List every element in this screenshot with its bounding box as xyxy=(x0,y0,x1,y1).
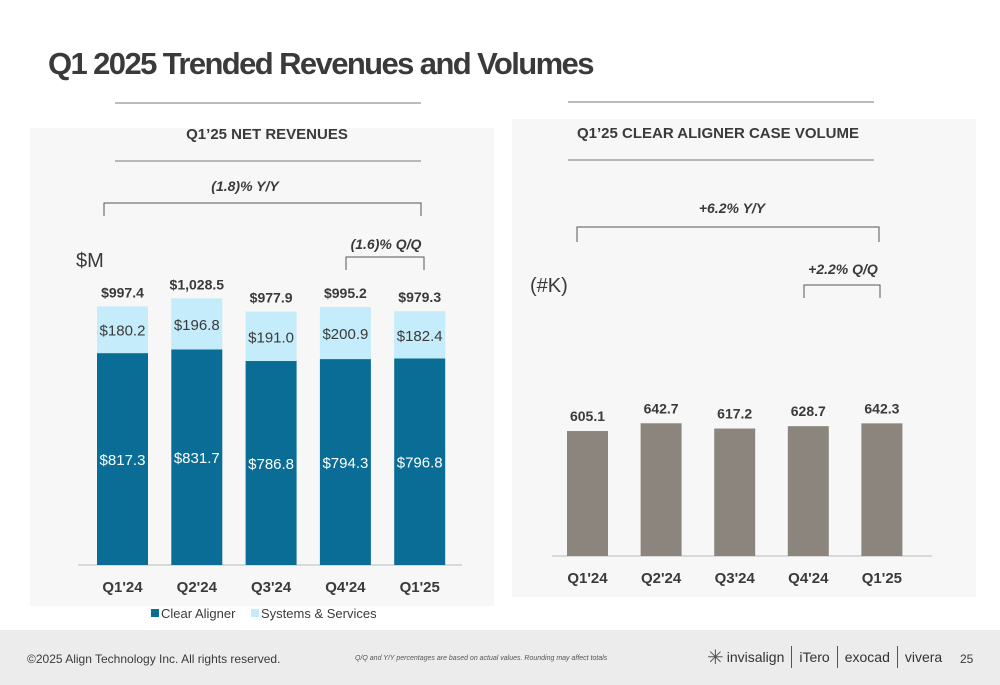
revenue-total-label: $979.3 xyxy=(398,289,441,305)
case-volume-bar xyxy=(787,426,829,556)
brand-separator xyxy=(896,646,898,668)
revenue-yy-bracket xyxy=(103,202,422,216)
itero-logo: iTero xyxy=(799,649,830,665)
page-title: Q1 2025 Trended Revenues and Volumes xyxy=(48,46,594,81)
volume-category-label: Q1'25 xyxy=(862,570,902,587)
clear-aligner-bar xyxy=(319,359,371,565)
systems-services-bar xyxy=(245,311,297,362)
revenue-qq-label: (1.6)% Q/Q xyxy=(351,236,422,252)
case-volume-title: Q1’25 CLEAR ALIGNER CASE VOLUME xyxy=(577,125,859,142)
case-volume-bar xyxy=(567,431,608,556)
legend-swatch-systems-services xyxy=(251,609,259,617)
clear-aligner-bar xyxy=(171,349,223,565)
volume-qq-label: +2.2% Q/Q xyxy=(808,261,878,277)
revenue-total-label: $977.9 xyxy=(250,289,293,305)
copyright-text: ©2025 Align Technology Inc. All rights r… xyxy=(27,652,281,666)
volume-yy-bracket xyxy=(576,226,880,242)
systems-services-value-label: $182.4 xyxy=(397,328,443,345)
clear-aligner-value-label: $796.8 xyxy=(397,455,443,472)
systems-services-bar xyxy=(394,311,446,359)
brand-logos: ✳ invisalign iTero exocad vivera xyxy=(700,644,949,670)
revenue-category-label: Q1'25 xyxy=(400,579,440,596)
legend-swatch-clear-aligner xyxy=(151,609,159,617)
volume-category-label: Q3'24 xyxy=(715,570,756,587)
case-volume-value-label: 642.3 xyxy=(864,400,899,416)
systems-services-value-label: $200.9 xyxy=(322,326,368,343)
revenue-category-label: Q2'24 xyxy=(177,579,218,596)
clear-aligner-value-label: $831.7 xyxy=(174,450,220,467)
volume-yy-label: +6.2% Y/Y xyxy=(699,200,767,216)
brand-separator xyxy=(791,646,793,668)
systems-services-value-label: $180.2 xyxy=(100,323,146,340)
revenue-qq-bracket xyxy=(345,256,425,270)
revenue-total-label: $1,028.5 xyxy=(170,276,225,292)
systems-services-value-label: $196.8 xyxy=(174,317,220,334)
brand-separator xyxy=(836,646,838,668)
volume-category-label: Q1'24 xyxy=(567,570,608,587)
revenue-total-label: $995.2 xyxy=(324,285,367,301)
clear-aligner-bar xyxy=(394,358,446,565)
exocad-logo: exocad xyxy=(844,649,890,665)
page-number: 25 xyxy=(960,652,974,666)
invisalign-label: invisalign xyxy=(726,649,785,665)
case-volume-bar xyxy=(640,423,682,556)
volume-qq-bracket xyxy=(803,284,881,298)
revenue-category-label: Q4'24 xyxy=(325,579,366,596)
systems-services-bar xyxy=(97,306,148,354)
case-volume-value-label: 605.1 xyxy=(570,408,605,424)
revenue-category-label: Q3'24 xyxy=(251,579,292,596)
volume-category-label: Q4'24 xyxy=(788,570,829,587)
case-volume-value-label: 642.7 xyxy=(644,400,679,416)
case-volume-value-label: 628.7 xyxy=(791,403,826,419)
revenue-category-label: Q1'24 xyxy=(102,579,143,596)
starburst-icon: ✳ xyxy=(707,646,724,669)
clear-aligner-value-label: $794.3 xyxy=(322,455,368,472)
revenue-total-label: $997.4 xyxy=(101,284,144,300)
systems-services-value-label: $191.0 xyxy=(248,329,294,346)
case-volume-bar xyxy=(714,428,756,556)
footer-bar: ©2025 Align Technology Inc. All rights r… xyxy=(0,630,1000,685)
legend-label-systems-services: Systems & Services xyxy=(261,606,377,621)
systems-services-bar xyxy=(319,306,371,360)
revenue-yy-label: (1.8)% Y/Y xyxy=(211,178,280,194)
systems-services-bar xyxy=(171,298,223,350)
legend-label-clear-aligner: Clear Aligner xyxy=(161,606,236,621)
net-revenues-title: Q1’25 NET REVENUES xyxy=(186,126,348,143)
charts-canvas: Q1’25 NET REVENUES (1.8)% Y/Y (1.6)% Q/Q… xyxy=(76,101,932,621)
revenue-unit-label: $M xyxy=(76,250,104,272)
clear-aligner-bar xyxy=(245,361,297,565)
volume-unit-label: (#K) xyxy=(530,275,568,297)
case-volume-bar xyxy=(861,423,903,556)
footnote-text: Q/Q and Y/Y percentages are based on act… xyxy=(355,655,608,662)
clear-aligner-bar xyxy=(97,353,148,565)
clear-aligner-value-label: $817.3 xyxy=(100,452,146,469)
vivera-logo: vivera xyxy=(904,649,943,665)
volume-category-label: Q2'24 xyxy=(641,570,682,587)
invisalign-logo: ✳ invisalign xyxy=(700,645,791,670)
case-volume-value-label: 617.2 xyxy=(717,406,752,422)
clear-aligner-value-label: $786.8 xyxy=(248,456,294,473)
